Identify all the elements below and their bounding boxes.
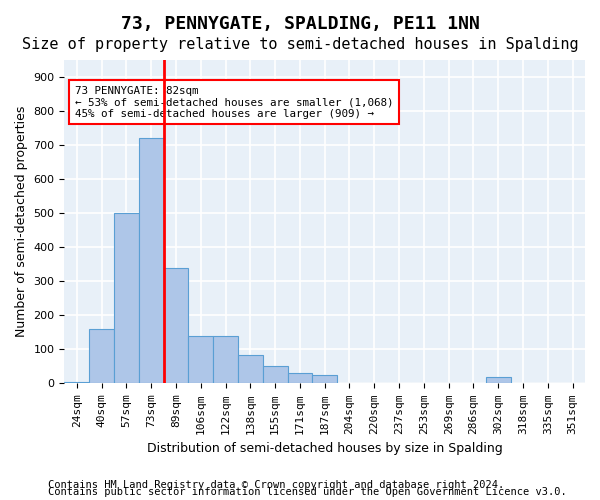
Text: Contains public sector information licensed under the Open Government Licence v3: Contains public sector information licen… (48, 487, 567, 497)
Y-axis label: Number of semi-detached properties: Number of semi-detached properties (15, 106, 28, 338)
Bar (139, 138, 164, 384)
Text: 73, PENNYGATE, SPALDING, PE11 1NN: 73, PENNYGATE, SPALDING, PE11 1NN (121, 15, 479, 33)
Bar (64, 382, 89, 384)
Text: Contains HM Land Registry data © Crown copyright and database right 2024.: Contains HM Land Registry data © Crown c… (48, 480, 504, 490)
Bar (188, 336, 213, 384)
Bar (263, 366, 287, 384)
Bar (486, 376, 511, 384)
X-axis label: Distribution of semi-detached houses by size in Spalding: Distribution of semi-detached houses by … (147, 442, 503, 455)
Bar (238, 354, 263, 384)
Bar (114, 213, 139, 384)
Text: 73 PENNYGATE: 82sqm
← 53% of semi-detached houses are smaller (1,068)
45% of sem: 73 PENNYGATE: 82sqm ← 53% of semi-detach… (75, 86, 394, 119)
Text: Size of property relative to semi-detached houses in Spalding: Size of property relative to semi-detach… (22, 38, 578, 52)
Bar (287, 373, 313, 384)
Bar (213, 336, 238, 384)
Bar (89, 329, 114, 384)
Bar (164, 268, 188, 384)
Bar (313, 375, 337, 384)
